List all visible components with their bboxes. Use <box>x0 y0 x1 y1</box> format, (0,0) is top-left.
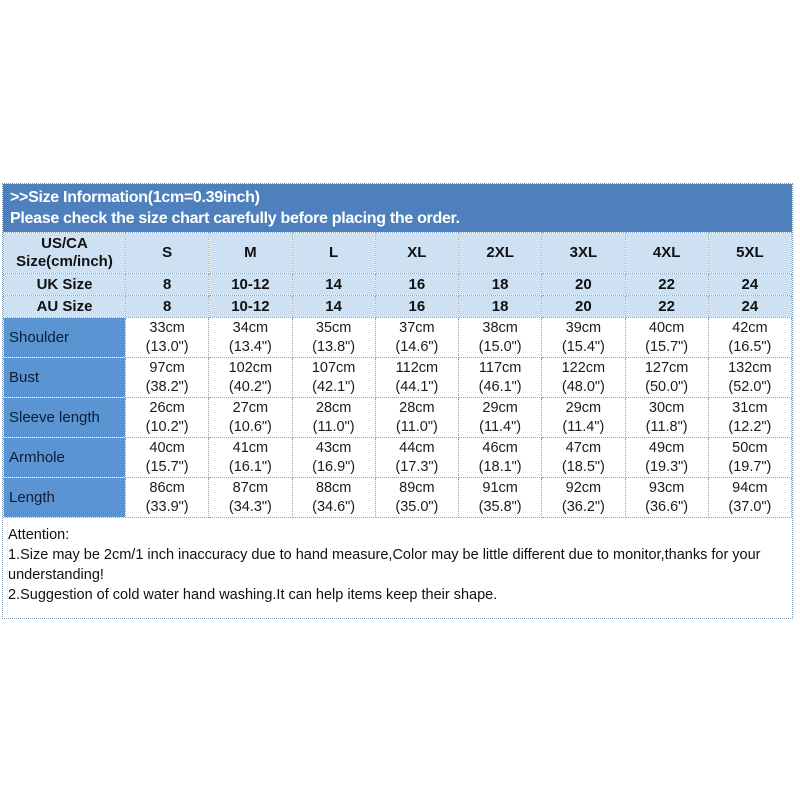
au-size-value: 8 <box>124 295 210 318</box>
title-bar: >>Size Information(1cm=0.39inch) Please … <box>3 184 792 232</box>
au-size-value: 22 <box>624 295 709 318</box>
au-size-label: AU Size <box>3 295 126 318</box>
row-label: Sleeve length <box>3 397 126 438</box>
row-label: Shoulder <box>3 317 126 358</box>
measurement-cell: 132cm (52.0") <box>707 357 793 398</box>
measurement-cell: 46cm (18.1") <box>457 437 543 478</box>
measurement-cell: 35cm (13.8") <box>291 317 376 358</box>
measurement-cell: 88cm (34.6") <box>291 477 376 518</box>
uk-size-value: 22 <box>624 273 709 296</box>
au-size-value: 20 <box>541 295 626 318</box>
measurement-cell: 28cm (11.0") <box>291 397 376 438</box>
au-size-value: 16 <box>374 295 460 318</box>
measurement-row-armhole: Armhole 40cm (15.7") 41cm (16.1") 43cm (… <box>3 437 793 478</box>
uk-size-row: UK Size 8 10-12 14 16 18 20 22 24 <box>3 273 793 296</box>
measurement-cell: 107cm (42.1") <box>291 357 376 398</box>
size-column-header: S <box>124 232 210 274</box>
measurement-cell: 40cm (15.7") <box>124 437 210 478</box>
size-column-header: 4XL <box>624 232 709 274</box>
measurement-cell: 44cm (17.3") <box>374 437 460 478</box>
measurement-cell: 102cm (40.2") <box>208 357 293 398</box>
size-chart-table: US/CA Size(cm/inch) S M L XL 2XL 3XL 4XL… <box>3 232 793 518</box>
measurement-cell: 49cm (19.3") <box>624 437 709 478</box>
measurement-cell: 39cm (15.4") <box>541 317 626 358</box>
measurement-cell: 122cm (48.0") <box>541 357 626 398</box>
measurement-cell: 40cm (15.7") <box>624 317 709 358</box>
measurement-cell: 50cm (19.7") <box>707 437 793 478</box>
size-column-header: 2XL <box>457 232 543 274</box>
size-column-header: 3XL <box>541 232 626 274</box>
measurement-cell: 29cm (11.4") <box>457 397 543 438</box>
uk-size-value: 20 <box>541 273 626 296</box>
measurement-cell: 87cm (34.3") <box>208 477 293 518</box>
measurement-row-sleeve-length: Sleeve length 26cm (10.2") 27cm (10.6") … <box>3 397 793 438</box>
size-column-header: M <box>208 232 293 274</box>
measurement-cell: 127cm (50.0") <box>624 357 709 398</box>
measurement-cell: 28cm (11.0") <box>374 397 460 438</box>
au-size-value: 24 <box>707 295 793 318</box>
au-size-value: 10-12 <box>208 295 293 318</box>
attention-line: understanding! <box>8 567 104 583</box>
measurement-cell: 97cm (38.2") <box>124 357 210 398</box>
measurement-cell: 37cm (14.6") <box>374 317 460 358</box>
measurement-cell: 41cm (16.1") <box>208 437 293 478</box>
measurement-cell: 38cm (15.0") <box>457 317 543 358</box>
measurement-cell: 47cm (18.5") <box>541 437 626 478</box>
measurement-cell: 26cm (10.2") <box>124 397 210 438</box>
measurement-cell: 31cm (12.2") <box>707 397 793 438</box>
au-size-row: AU Size 8 10-12 14 16 18 20 22 24 <box>3 295 793 318</box>
uk-size-value: 10-12 <box>208 273 293 296</box>
corner-header-cell: US/CA Size(cm/inch) <box>3 232 126 274</box>
measurement-cell: 91cm (35.8") <box>457 477 543 518</box>
uk-size-value: 8 <box>124 273 210 296</box>
title-line-2: Please check the size chart carefully be… <box>10 210 460 227</box>
au-size-value: 18 <box>457 295 543 318</box>
measurement-cell: 43cm (16.9") <box>291 437 376 478</box>
measurement-cell: 42cm (16.5") <box>707 317 793 358</box>
size-header-row: US/CA Size(cm/inch) S M L XL 2XL 3XL 4XL… <box>3 232 793 274</box>
size-column-header: 5XL <box>707 232 793 274</box>
attention-heading: Attention: <box>8 527 70 543</box>
measurement-row-shoulder: Shoulder 33cm (13.0") 34cm (13.4") 35cm … <box>3 317 793 358</box>
uk-size-value: 18 <box>457 273 543 296</box>
uk-size-value: 16 <box>374 273 460 296</box>
measurement-cell: 29cm (11.4") <box>541 397 626 438</box>
measurement-cell: 94cm (37.0") <box>707 477 793 518</box>
measurement-row-bust: Bust 97cm (38.2") 102cm (40.2") 107cm (4… <box>3 357 793 398</box>
measurement-cell: 89cm (35.0") <box>374 477 460 518</box>
measurement-cell: 33cm (13.0") <box>124 317 210 358</box>
size-column-header: XL <box>374 232 460 274</box>
attention-section: Attention: 1.Size may be 2cm/1 inch inac… <box>3 518 792 618</box>
attention-line: 2.Suggestion of cold water hand washing.… <box>8 587 498 603</box>
row-label: Armhole <box>3 437 126 478</box>
size-info-panel: >>Size Information(1cm=0.39inch) Please … <box>2 183 793 619</box>
measurement-cell: 30cm (11.8") <box>624 397 709 438</box>
uk-size-value: 14 <box>291 273 376 296</box>
row-label: Length <box>3 477 126 518</box>
attention-line: 1.Size may be 2cm/1 inch inaccuracy due … <box>8 547 761 563</box>
measurement-cell: 93cm (36.6") <box>624 477 709 518</box>
measurement-row-length: Length 86cm (33.9") 87cm (34.3") 88cm (3… <box>3 477 793 518</box>
au-size-value: 14 <box>291 295 376 318</box>
uk-size-value: 24 <box>707 273 793 296</box>
row-label: Bust <box>3 357 126 398</box>
measurement-cell: 112cm (44.1") <box>374 357 460 398</box>
measurement-cell: 27cm (10.6") <box>208 397 293 438</box>
measurement-cell: 117cm (46.1") <box>457 357 543 398</box>
measurement-cell: 34cm (13.4") <box>208 317 293 358</box>
title-line-1: >>Size Information(1cm=0.39inch) <box>10 189 260 206</box>
size-column-header: L <box>291 232 376 274</box>
uk-size-label: UK Size <box>3 273 126 296</box>
measurement-cell: 86cm (33.9") <box>124 477 210 518</box>
measurement-cell: 92cm (36.2") <box>541 477 626 518</box>
